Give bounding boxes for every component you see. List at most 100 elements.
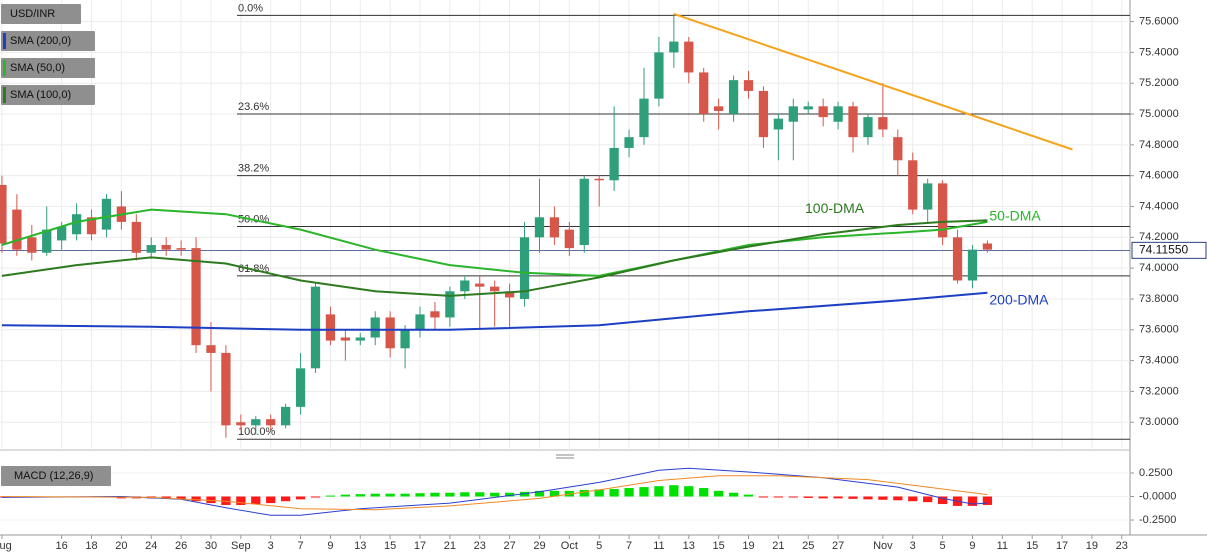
legend-swatch (3, 33, 6, 49)
candle-body (370, 317, 380, 338)
histogram-bar (788, 496, 798, 498)
x-tick-label: 11 (653, 540, 664, 552)
x-tick-label: 30 (205, 540, 217, 552)
histogram-bar (773, 496, 783, 498)
candle-body (0, 184, 7, 244)
y-tick-label: 73.8000 (1139, 293, 1179, 305)
candle-body (833, 106, 843, 122)
fib-label: 0.0% (238, 2, 263, 14)
x-tick-label: Aug (0, 540, 12, 552)
y-tick-label: 75.2000 (1139, 77, 1179, 89)
y-tick-label: 75.4000 (1139, 46, 1179, 58)
histogram-bar (669, 485, 679, 497)
candle-body (654, 52, 664, 99)
candle-body (743, 80, 754, 91)
x-tick-label: 5 (940, 540, 946, 552)
candle-body (86, 217, 97, 235)
x-tick-label: 15 (1026, 540, 1038, 552)
candle-body (266, 419, 276, 426)
candle-body (908, 160, 918, 210)
x-tick-label: Oct (561, 540, 578, 552)
histogram-bar (340, 494, 350, 497)
pane-grip[interactable] (556, 454, 574, 459)
candle-body (460, 280, 470, 292)
legend-entry[interactable]: USD/INR (1, 4, 81, 24)
histogram-bar (325, 495, 336, 497)
candle-body (71, 214, 82, 235)
candle-body (923, 183, 933, 210)
x-tick-label: 9 (969, 540, 975, 552)
x-tick-label: 27 (832, 540, 844, 552)
legend-entry[interactable]: SMA (100,0) (1, 85, 95, 105)
fib-label: 38.2% (238, 163, 269, 175)
candle-body (818, 106, 828, 118)
candle-body (146, 245, 156, 253)
candle-body (475, 283, 485, 287)
histogram-bar (370, 493, 380, 497)
candle-body (878, 117, 888, 130)
candle-body (669, 41, 679, 53)
histogram-bar (714, 490, 724, 497)
histogram-bar (251, 496, 261, 505)
candle-body (161, 245, 171, 250)
y-tick-label: -0.0000 (1139, 490, 1176, 502)
histogram-bar (594, 489, 604, 497)
legend-entry[interactable]: MACD (12,26,9) (1, 466, 111, 486)
candle-body (982, 243, 993, 250)
candle-body (519, 237, 530, 299)
histogram-bar (624, 488, 634, 497)
histogram-bar (355, 494, 365, 497)
histogram-bar (833, 496, 843, 499)
y-tick-label: 73.0000 (1139, 416, 1179, 428)
x-tick-label: 23 (1116, 540, 1128, 552)
candle-body (624, 137, 634, 148)
candle-body (490, 286, 500, 292)
histogram-bar (236, 496, 246, 505)
x-tick-label: 3 (910, 540, 916, 552)
candle-body (534, 217, 545, 238)
candle-body (863, 117, 873, 138)
x-tick-label: 17 (414, 540, 426, 552)
legend-box (1, 58, 95, 78)
candle-body (579, 178, 589, 246)
legend-entry[interactable]: SMA (200,0) (1, 31, 95, 51)
candle-body (42, 229, 52, 253)
histogram-bar (490, 492, 500, 497)
x-tick-label: 21 (772, 540, 784, 552)
x-tick-label: 7 (298, 540, 304, 552)
trendline (673, 12, 1073, 151)
x-tick-label: 19 (742, 540, 754, 552)
candle-body (12, 209, 22, 250)
histogram-bar (967, 496, 978, 506)
histogram-bar (161, 496, 171, 499)
candle-body (355, 337, 365, 341)
candle-body (101, 198, 112, 230)
candle-body (176, 248, 186, 250)
legend-entry[interactable]: SMA (50,0) (1, 58, 95, 78)
histogram-bar (639, 487, 649, 497)
histogram-bar (699, 488, 709, 497)
dma-label: 100-DMA (805, 200, 865, 216)
last-price-tag (1131, 241, 1207, 259)
legend-label: SMA (200,0) (10, 35, 71, 47)
candle-body (639, 98, 649, 138)
histogram-bar (743, 494, 754, 497)
histogram-bar (191, 496, 201, 502)
histogram-bar (758, 496, 769, 498)
y-tick-label: 74.4000 (1139, 200, 1179, 212)
y-tick-label: 73.4000 (1139, 355, 1179, 367)
candle-body (967, 249, 978, 281)
histogram-bar (937, 496, 948, 505)
candle-body (385, 317, 395, 349)
candle-body (191, 248, 201, 346)
x-tick-label: 19 (1086, 540, 1098, 552)
x-tick-label: 5 (596, 540, 602, 552)
candle-body (57, 226, 67, 241)
legend-box (1, 4, 81, 24)
histogram-bar (848, 496, 858, 499)
sma-line (1, 219, 988, 297)
histogram-bar (684, 486, 694, 497)
candle-body (27, 237, 37, 253)
histogram-bar (281, 496, 291, 502)
